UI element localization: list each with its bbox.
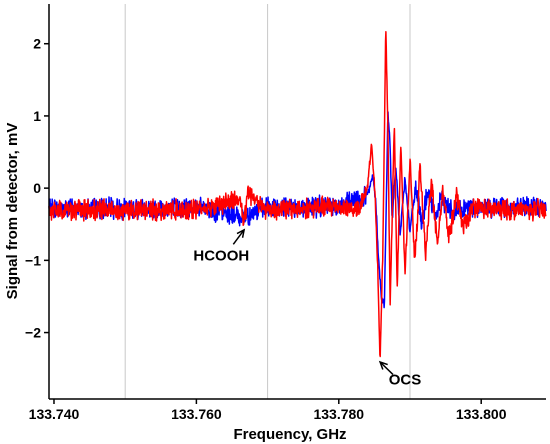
y-axis-title: Signal from detector, mV bbox=[4, 123, 21, 300]
y-tick-label: 0 bbox=[33, 180, 41, 196]
series-layer bbox=[48, 30, 547, 358]
annotations: HCOOH OCS bbox=[193, 228, 422, 389]
annotation-arrowhead bbox=[378, 360, 388, 370]
x-tick-label: 133.800 bbox=[456, 406, 507, 422]
annotation-arrow bbox=[232, 229, 245, 245]
y-tick-label: −2 bbox=[25, 325, 41, 341]
x-tick-label: 133.740 bbox=[29, 406, 80, 422]
y-tick-label: −1 bbox=[25, 252, 41, 268]
annotation-arrowhead bbox=[236, 228, 246, 238]
y-tick-label: 1 bbox=[33, 108, 41, 124]
annotation-arrow bbox=[379, 361, 394, 376]
series-red-line bbox=[48, 30, 547, 358]
x-tick-label: 133.760 bbox=[171, 406, 222, 422]
ticks: 133.740 133.760 133.780 133.800 2 1 0 −1 −2 bbox=[25, 36, 507, 422]
y-tick-label: 2 bbox=[33, 36, 41, 52]
x-axis-title: Frequency, GHz bbox=[233, 426, 346, 443]
x-tick-label: 133.780 bbox=[313, 406, 364, 422]
annotation-label: OCS bbox=[389, 372, 422, 389]
annotation-label: HCOOH bbox=[193, 247, 249, 264]
